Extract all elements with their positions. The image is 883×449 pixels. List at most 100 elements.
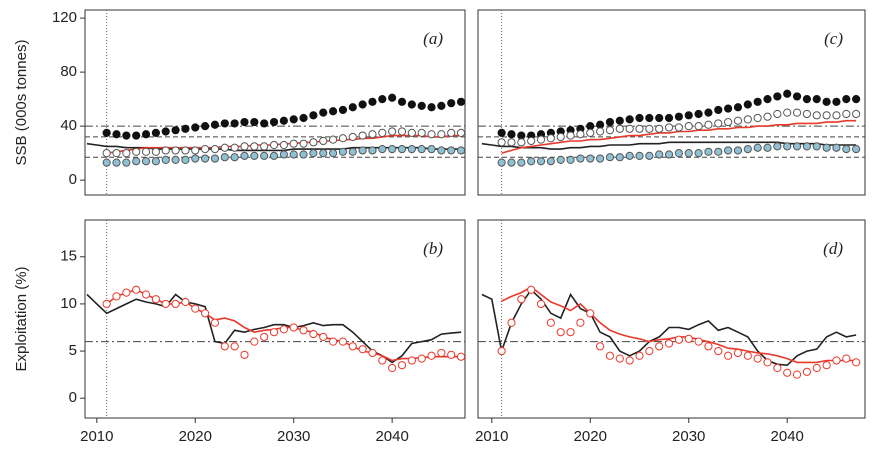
data-point bbox=[151, 295, 160, 304]
data-point bbox=[596, 120, 605, 129]
data-point bbox=[625, 124, 634, 133]
data-point bbox=[289, 115, 298, 124]
data-point bbox=[378, 356, 387, 365]
data-point bbox=[753, 113, 762, 123]
data-point bbox=[407, 128, 416, 137]
data-point bbox=[763, 95, 772, 104]
series-line bbox=[86, 293, 462, 364]
data-point bbox=[240, 151, 249, 160]
data-point bbox=[802, 95, 812, 104]
data-point bbox=[743, 351, 752, 360]
data-point bbox=[625, 151, 634, 160]
data-point bbox=[763, 112, 772, 121]
data-point bbox=[783, 142, 792, 151]
panel-label: (c) bbox=[824, 29, 843, 48]
data-point bbox=[842, 144, 851, 154]
data-point bbox=[230, 342, 239, 351]
data-point bbox=[260, 142, 269, 151]
x-tick-label: 2030 bbox=[672, 428, 705, 445]
data-point bbox=[220, 143, 229, 152]
data-point bbox=[397, 144, 407, 154]
data-point bbox=[319, 136, 328, 146]
x-tick-label: 2010 bbox=[80, 428, 113, 445]
data-point bbox=[388, 363, 397, 373]
data-point bbox=[783, 108, 792, 117]
data-point bbox=[556, 155, 565, 164]
data-point bbox=[102, 299, 111, 309]
data-point bbox=[328, 135, 338, 144]
data-point bbox=[358, 100, 367, 109]
data-point bbox=[378, 144, 387, 154]
data-point bbox=[645, 124, 654, 133]
data-point bbox=[714, 119, 723, 128]
data-point bbox=[576, 318, 585, 327]
data-point bbox=[437, 101, 446, 110]
data-point bbox=[141, 290, 151, 299]
series-line bbox=[501, 285, 857, 364]
data-point bbox=[210, 318, 220, 327]
data-point bbox=[704, 108, 713, 117]
data-point bbox=[615, 124, 624, 133]
y-tick-label: 0 bbox=[69, 171, 77, 188]
data-point bbox=[407, 356, 416, 365]
data-point bbox=[122, 149, 131, 158]
data-point bbox=[527, 157, 536, 166]
data-point bbox=[171, 126, 180, 135]
data-point bbox=[852, 95, 861, 104]
data-point bbox=[447, 128, 456, 137]
data-point bbox=[536, 157, 546, 166]
data-point bbox=[635, 113, 644, 123]
data-point bbox=[517, 131, 526, 140]
data-point bbox=[832, 111, 841, 120]
plot-frame bbox=[477, 9, 866, 196]
data-point bbox=[368, 130, 377, 139]
data-point bbox=[773, 363, 782, 373]
data-point bbox=[201, 122, 210, 131]
data-point bbox=[417, 354, 426, 363]
data-point bbox=[220, 119, 229, 128]
data-point bbox=[842, 95, 851, 104]
data-point bbox=[260, 151, 269, 160]
data-point bbox=[427, 144, 436, 154]
data-point bbox=[338, 337, 348, 346]
data-point bbox=[427, 130, 436, 139]
data-point bbox=[456, 97, 466, 106]
data-point bbox=[684, 122, 693, 131]
data-point bbox=[517, 295, 526, 304]
data-point bbox=[792, 370, 802, 379]
data-point bbox=[822, 111, 831, 120]
data-point bbox=[201, 309, 210, 318]
data-point bbox=[596, 127, 605, 136]
data-point bbox=[102, 128, 111, 137]
data-point bbox=[132, 131, 141, 140]
data-point bbox=[378, 95, 387, 104]
data-point bbox=[378, 128, 387, 137]
data-point bbox=[171, 299, 180, 309]
data-point bbox=[210, 144, 220, 154]
data-point bbox=[733, 348, 743, 358]
data-point bbox=[220, 342, 229, 351]
data-point bbox=[328, 107, 338, 116]
data-point bbox=[783, 368, 792, 377]
data-point bbox=[586, 122, 595, 131]
data-point bbox=[605, 117, 615, 127]
data-point bbox=[497, 158, 506, 167]
data-point bbox=[417, 101, 426, 110]
data-point bbox=[635, 351, 644, 360]
data-point bbox=[822, 361, 831, 370]
data-point bbox=[151, 128, 160, 137]
data-point bbox=[368, 348, 377, 358]
series-line bbox=[481, 288, 857, 367]
data-point bbox=[733, 116, 743, 125]
data-point bbox=[635, 124, 644, 133]
data-point bbox=[566, 328, 575, 337]
data-point bbox=[664, 339, 674, 348]
data-point bbox=[161, 146, 170, 155]
data-point bbox=[161, 155, 170, 164]
data-point bbox=[635, 151, 644, 160]
data-point bbox=[112, 149, 121, 158]
data-point bbox=[309, 111, 318, 120]
data-point bbox=[141, 147, 151, 156]
data-point bbox=[397, 127, 407, 136]
data-point bbox=[615, 116, 624, 125]
